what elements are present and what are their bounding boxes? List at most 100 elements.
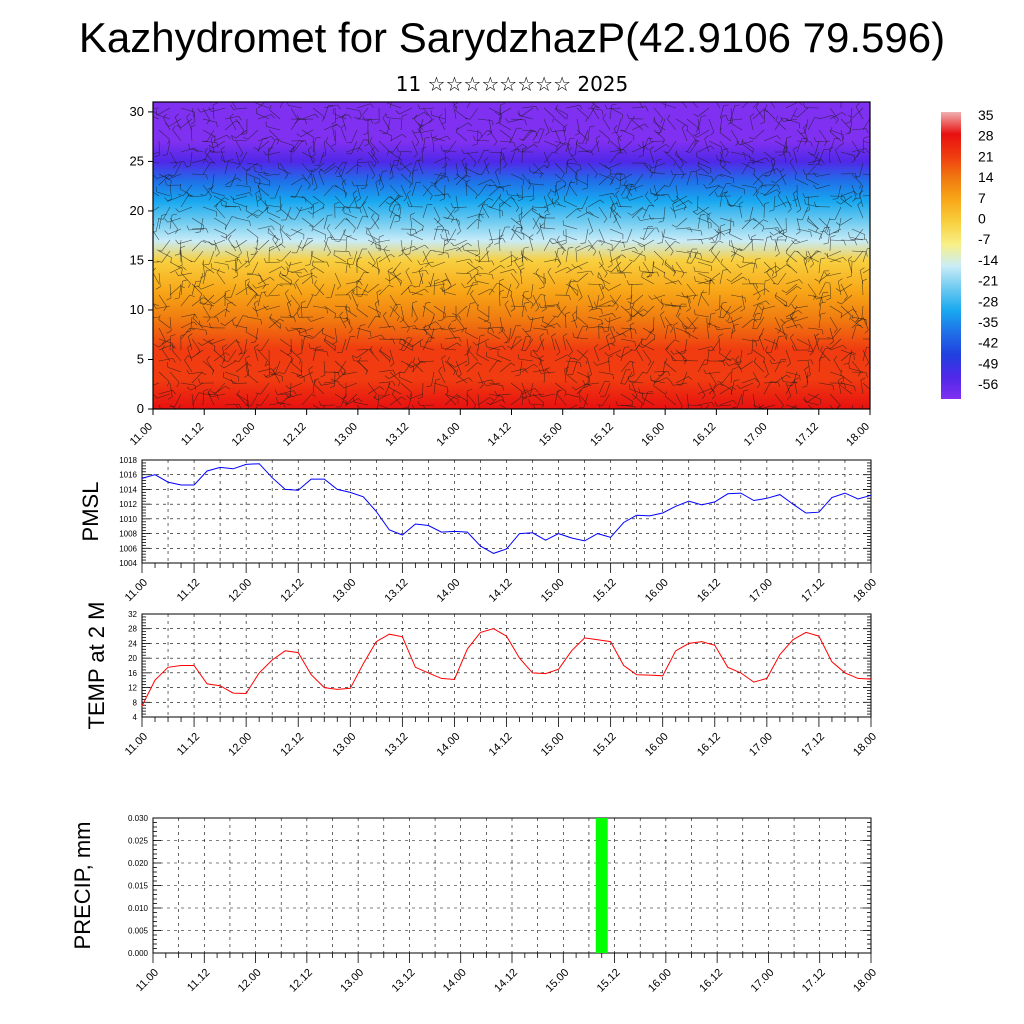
wind-barb-feather	[212, 102, 218, 106]
wind-barb	[321, 382, 336, 386]
wind-barb	[299, 334, 314, 340]
wind-barb-feather	[356, 286, 362, 290]
wind-barb	[312, 347, 317, 362]
wind-barb-feather	[452, 312, 457, 316]
wind-barb	[499, 226, 506, 241]
wind-barb-feather	[490, 179, 495, 184]
y-axis-label: TEMP at 2 M	[84, 602, 109, 730]
wind-barb-feather	[200, 194, 206, 197]
wind-barb-feather	[469, 273, 472, 279]
wind-barb	[619, 173, 622, 189]
wind-barb-feather	[541, 308, 547, 312]
wind-barb	[422, 118, 435, 127]
wind-barb	[532, 216, 540, 230]
wind-barb	[539, 336, 545, 351]
wind-barb-feather	[181, 268, 183, 274]
wind-barb-feather	[318, 400, 322, 406]
wind-barb	[587, 107, 602, 111]
wind-barb	[198, 272, 204, 287]
wind-barb	[521, 364, 534, 373]
wind-barb-feather	[296, 374, 302, 377]
wind-barb	[230, 283, 237, 298]
wind-barb	[609, 107, 623, 115]
wind-barb-feather	[304, 140, 308, 146]
wind-barb-feather	[610, 342, 616, 347]
wind-barb	[510, 173, 524, 181]
wind-barb	[356, 184, 361, 199]
wind-barb-feather	[554, 198, 560, 202]
wind-barb-feather	[307, 173, 311, 179]
wind-barb-feather	[506, 264, 512, 268]
wind-barb-feather	[600, 241, 605, 246]
wind-barb	[223, 360, 237, 369]
wind-barb	[339, 315, 347, 329]
wind-barb-feather	[296, 206, 300, 212]
wind-barb	[389, 102, 392, 109]
wind-barb-feather	[604, 286, 609, 291]
wind-barb	[431, 114, 446, 120]
wind-barb	[213, 134, 227, 142]
wind-barb	[323, 239, 331, 253]
wind-barb	[325, 141, 336, 153]
wind-barb-feather	[172, 125, 176, 130]
wind-barb	[542, 321, 556, 329]
wind-barb	[301, 129, 315, 138]
series-line	[141, 628, 872, 707]
wind-barb-feather	[246, 369, 249, 375]
wind-barb-feather	[561, 250, 565, 255]
wind-barb-feather	[348, 208, 351, 213]
wind-barb-feather	[494, 242, 500, 245]
wind-barb-feather	[597, 404, 603, 406]
wind-barb-feather	[190, 124, 196, 128]
wind-barb-feather	[486, 402, 491, 405]
wind-barb-feather	[407, 201, 410, 207]
wind-barb	[244, 338, 248, 353]
wind-barb	[158, 140, 160, 156]
wind-barb	[576, 245, 590, 252]
wind-barb-feather	[340, 370, 344, 375]
wind-barb	[255, 305, 270, 312]
wind-barb	[224, 297, 237, 307]
wind-barb	[201, 338, 215, 346]
wind-barb-feather	[603, 330, 609, 333]
wind-barb	[191, 349, 204, 359]
wind-barb-feather	[250, 253, 256, 256]
wind-barb	[543, 107, 555, 118]
wind-barb	[202, 206, 217, 212]
wind-barb	[576, 144, 589, 153]
wind-barb-feather	[164, 218, 168, 223]
wind-barb-feather	[600, 296, 605, 301]
wind-barb	[568, 184, 578, 197]
wind-barb-feather	[250, 341, 256, 344]
wind-barb-feather	[414, 229, 417, 235]
wind-barb	[466, 362, 478, 373]
wind-barb-feather	[236, 165, 241, 169]
wind-barb-feather	[358, 398, 363, 402]
wind-barb-feather	[304, 119, 307, 125]
wind-barb-feather	[388, 267, 394, 271]
wind-barb-feather	[503, 164, 507, 169]
wind-barb	[366, 233, 380, 241]
wind-barb-feather	[586, 151, 591, 153]
wind-barb-feather	[269, 313, 272, 319]
wind-barb	[488, 327, 504, 329]
wind-barb	[169, 316, 172, 331]
wind-barb-feather	[356, 278, 362, 282]
wind-barb	[510, 256, 525, 263]
wind-barb-feather	[571, 386, 576, 391]
wind-barb	[521, 388, 535, 395]
wind-barb	[312, 228, 326, 235]
wind-barb	[466, 303, 471, 318]
wind-barb-feather	[193, 321, 198, 326]
wind-barb-feather	[497, 360, 503, 363]
wind-barb	[402, 251, 413, 263]
wind-barb-feather	[486, 245, 491, 249]
x-tick-label: 14.12	[487, 577, 515, 605]
wind-barb	[269, 318, 281, 329]
wind-barb	[598, 261, 608, 274]
wind-barb-feather	[279, 372, 285, 374]
wind-barb	[400, 305, 405, 320]
y-tick-label: 0.020	[128, 859, 149, 868]
wind-barb-feather	[436, 219, 441, 224]
